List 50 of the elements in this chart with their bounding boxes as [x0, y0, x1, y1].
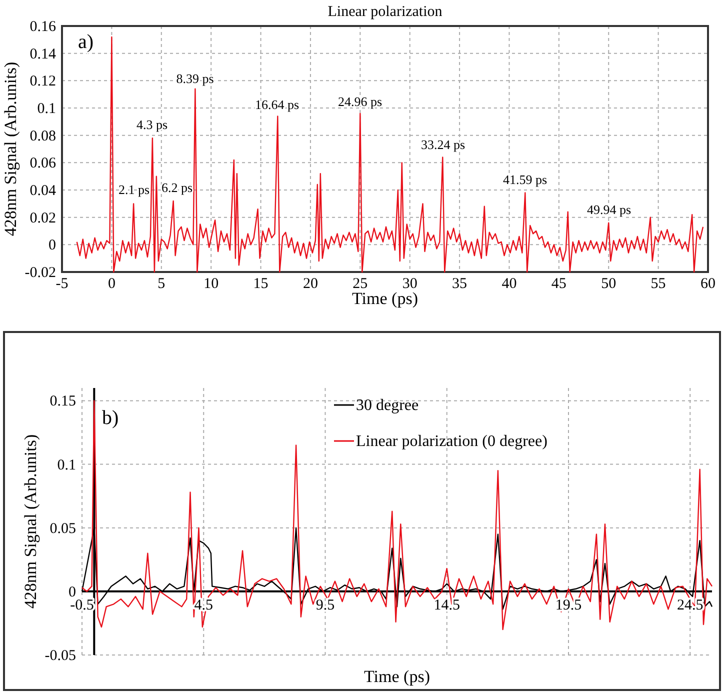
annotation: 24.96 ps — [338, 94, 382, 109]
y-tick-label: 0.06 — [30, 156, 56, 172]
y-tick-label: 0.02 — [30, 210, 56, 226]
y-tick-label: 0.16 — [30, 19, 56, 35]
x-axis-title: Time (ps) — [352, 289, 418, 308]
annotation: 49.94 ps — [586, 202, 632, 217]
x-tick-label: 5 — [158, 276, 166, 292]
x-tick-label: 35 — [452, 276, 468, 292]
y-tick-label: 0.14 — [30, 46, 56, 62]
annotation: a) — [78, 31, 94, 53]
x-tick-label: 50 — [601, 276, 616, 292]
annotation: 41.59 ps — [502, 172, 548, 187]
y-axis-title: 428nm Signal (Arb.units) — [21, 434, 40, 609]
annotation: 33.24 ps — [420, 137, 466, 152]
x-tick-label: -5 — [56, 276, 68, 292]
x-tick-label: 60 — [700, 276, 716, 292]
annotation: 2.1 ps — [118, 182, 150, 197]
x-tick-label: 25 — [352, 276, 368, 292]
annotation: 6.2 ps — [161, 180, 193, 195]
x-tick-label: 30 — [402, 276, 418, 292]
y-tick-label: -0.02 — [24, 265, 56, 281]
y-tick-label: -0.05 — [44, 648, 76, 664]
x-axis-title: Time (ps) — [364, 667, 430, 686]
x-tick-label: 9.5 — [316, 597, 335, 614]
y-tick-label: 0.12 — [30, 74, 56, 90]
y-tick-label: 0 — [68, 584, 76, 600]
y-axis-title: 428nm Signal (Arb.units) — [1, 62, 20, 236]
legend-label: 30 degree — [356, 397, 419, 414]
annotation: 4.3 ps — [136, 117, 168, 132]
x-tick-label: 20 — [302, 276, 318, 292]
annotation: 16.64 ps — [254, 97, 300, 112]
y-tick-label: 0.04 — [30, 183, 56, 199]
x-tick-label: 0 — [108, 276, 116, 292]
x-tick-label: 15 — [253, 276, 268, 292]
x-tick-label: 10 — [204, 276, 219, 292]
chart-title: Linear polarization — [328, 4, 443, 20]
x-tick-label: 14.5 — [434, 597, 460, 614]
legend-label: Linear polarization (0 degree) — [356, 433, 548, 450]
y-tick-label: 0 — [48, 238, 56, 254]
annotation: b) — [102, 407, 119, 429]
y-tick-label: 0.15 — [50, 394, 76, 410]
x-tick-label: 40 — [502, 276, 517, 292]
x-tick-label: 45 — [551, 276, 566, 292]
x-tick-label: 55 — [650, 276, 666, 292]
annotation: 8.39 ps — [176, 71, 214, 86]
y-tick-label: 0.1 — [57, 457, 76, 474]
y-tick-label: 0.05 — [50, 520, 76, 537]
y-tick-label: 0.1 — [37, 101, 56, 117]
y-tick-label: 0.08 — [30, 128, 56, 144]
line-series — [76, 36, 704, 273]
